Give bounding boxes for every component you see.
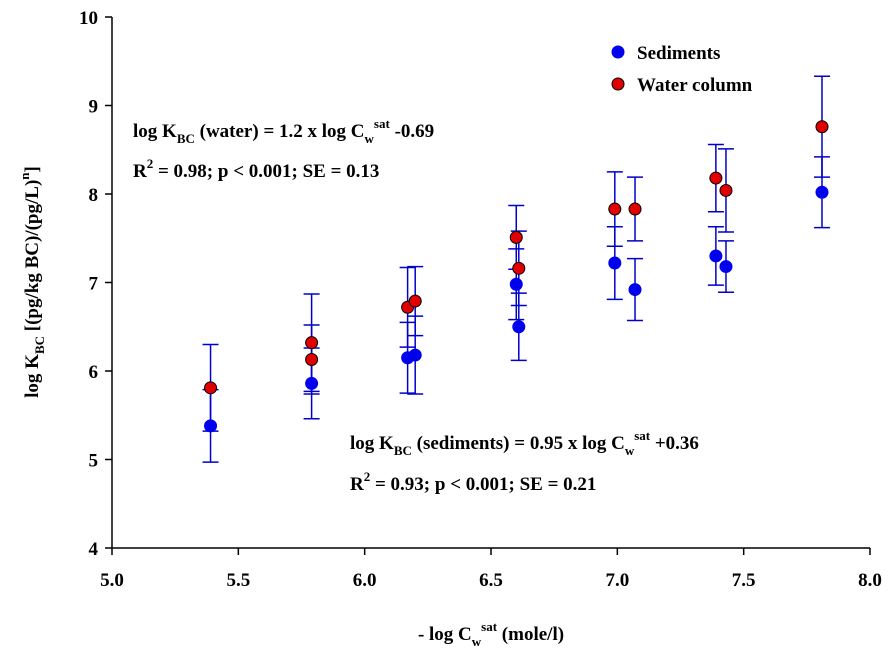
x-axis-label-part: w [472,634,482,649]
x-axis-label: - log Cwsat (mole/l) [418,619,564,649]
point [719,183,733,197]
y-tick-label: 9 [89,97,99,118]
point [628,202,642,216]
x-axis-label-part: (mole/l) [497,624,564,645]
y-tick-label: 8 [89,185,99,206]
y-tick-label: 7 [89,274,99,295]
point [204,419,218,433]
point [709,171,723,185]
annotation-part: log K [133,121,177,142]
annotation-part: sat [634,428,651,443]
point [305,336,319,350]
point [628,283,642,297]
legend-marker [611,45,625,59]
point [815,120,829,134]
annotation-part: = 0.93; p < 0.001; SE = 0.21 [370,474,596,495]
y-tick-label: 5 [89,451,99,472]
legend-label: Sediments [637,43,720,64]
point [512,261,526,275]
x-tick-label: 5.5 [226,570,250,591]
annotation-part: (sediments) = 0.95 x log C [412,433,625,454]
annotation: R2 = 0.98; p < 0.001; SE = 0.13 [133,156,379,182]
annotation-part: R [350,474,364,495]
annotation-part: log K [350,433,394,454]
y-axis-label-part: n [17,172,32,180]
y-axis-label-part: ] [22,166,43,172]
point [512,320,526,334]
y-axis-label-part: [(pg/kg BC)/(pg/L) [22,180,43,336]
point [305,352,319,366]
annotation-part: sat [374,116,391,131]
annotation-part: (water) = 1.2 x log C [195,121,365,142]
x-axis-label-part: sat [481,619,498,634]
annotation-part: 2 [364,469,371,484]
annotation-part: = 0.98; p < 0.001; SE = 0.13 [153,161,379,182]
y-axis-label: log KBC [(pg/kg BC)/(pg/L)n] [17,166,47,398]
point [815,185,829,199]
x-tick-label: 6.5 [479,570,503,591]
annotation-part: R [133,161,147,182]
point [509,277,523,291]
point [719,260,733,274]
annotation-part: 2 [147,156,154,171]
point [509,230,523,244]
y-tick-label: 4 [89,539,99,560]
point [408,348,422,362]
point [408,294,422,308]
x-tick-label: 8.0 [858,570,882,591]
x-axis-label-part: - log C [418,624,472,645]
annotation-part: w [365,131,375,146]
x-tick-label: 7.5 [732,570,756,591]
y-tick-label: 6 [89,362,99,383]
annotation: log KBC (sediments) = 0.95 x log Cwsat +… [350,428,699,458]
point [204,381,218,395]
annotation-part: +0.36 [650,433,699,454]
annotation-part: BC [177,131,195,146]
x-tick-label: 7.0 [605,570,629,591]
legend-marker [611,77,625,91]
legend-label: Water column [637,75,753,96]
point [709,249,723,263]
point [305,376,319,390]
y-axis-label-part: BC [32,336,47,354]
annotation-part: w [625,443,635,458]
annotation: R2 = 0.93; p < 0.001; SE = 0.21 [350,469,596,495]
point [608,202,622,216]
y-axis-label-part: log K [22,354,43,398]
annotation-part: BC [394,443,412,458]
point [608,256,622,270]
y-tick-label: 10 [79,8,98,29]
annotation: log KBC (water) = 1.2 x log Cwsat -0.69 [133,116,434,146]
annotation-part: -0.69 [390,121,434,142]
x-tick-label: 6.0 [353,570,377,591]
x-tick-label: 5.0 [100,570,124,591]
